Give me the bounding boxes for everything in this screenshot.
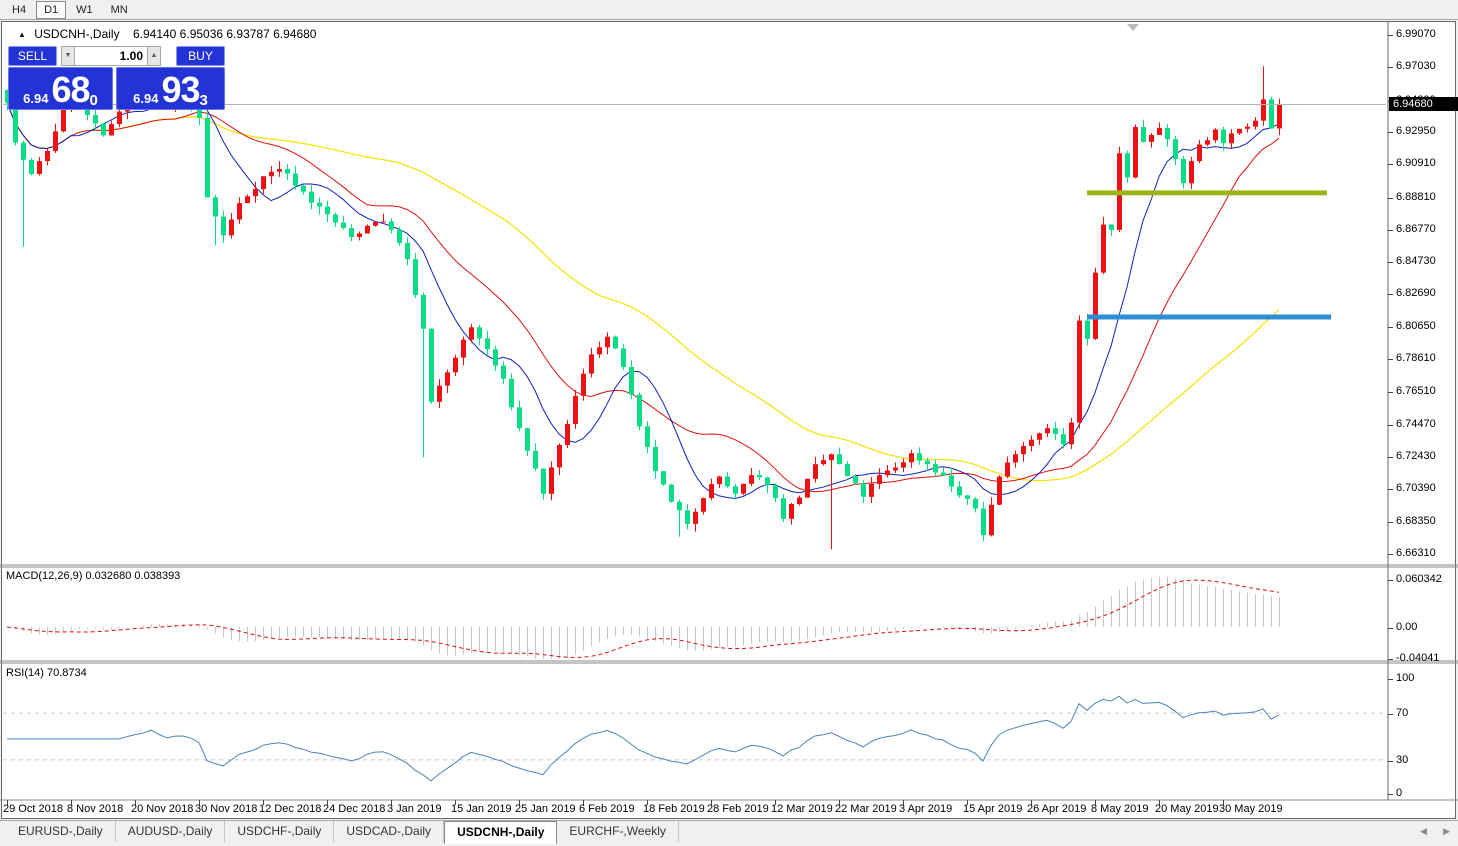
price-tick-label: 6.99070 xyxy=(1396,28,1436,40)
buy-price-sup: 3 xyxy=(199,92,208,109)
date-label: 12 Mar 2019 xyxy=(771,803,833,815)
date-label: 28 Feb 2019 xyxy=(707,803,769,815)
rsi-indicator-label: RSI(14) 70.8734 xyxy=(6,667,87,679)
date-label: 12 Dec 2018 xyxy=(259,803,322,815)
ma-fast-line xyxy=(6,96,1280,500)
horizontal-rays[interactable] xyxy=(1087,190,1331,320)
macd-histogram xyxy=(15,576,1280,659)
rsi-line xyxy=(7,695,1280,782)
price-tick-label: 6.82690 xyxy=(1396,287,1436,299)
price-tick-label: 6.78610 xyxy=(1396,352,1436,364)
scroll-end-marker-icon[interactable] xyxy=(1127,24,1139,31)
macd-signal-line xyxy=(6,579,1280,659)
chart-tab-usdcnh-daily[interactable]: USDCNH-,Daily xyxy=(444,821,558,844)
ma-slow-line xyxy=(6,102,1280,482)
date-label: 26 Apr 2019 xyxy=(1027,803,1087,815)
date-label: 15 Jan 2019 xyxy=(451,803,512,815)
price-tick-label: 6.90910 xyxy=(1396,157,1436,169)
price-tick-label: 6.88810 xyxy=(1396,191,1436,203)
timeframe-button-d1[interactable]: D1 xyxy=(36,0,67,19)
price-tick-label: 6.70390 xyxy=(1396,482,1436,494)
price-tick-label: 6.86770 xyxy=(1396,223,1436,235)
tabs-scroll-right-icon[interactable]: ▶ xyxy=(1443,826,1450,836)
macd-indicator-label: MACD(12,26,9) 0.032680 0.038393 xyxy=(6,570,181,582)
date-label: 8 Nov 2018 xyxy=(67,803,124,815)
ma-mid-line xyxy=(6,102,1280,493)
chart-title: ▲ USDCNH-,Daily 6.94140 6.95036 6.93787 … xyxy=(18,27,316,41)
price-tick-label: 6.72430 xyxy=(1396,450,1436,462)
timeframe-toolbar: H4 D1 W1 MN xyxy=(0,0,1458,20)
rsi-tick-label: 30 xyxy=(1396,754,1409,766)
price-tick-label: 6.97030 xyxy=(1396,60,1436,72)
sell-price-sup: 0 xyxy=(89,92,98,109)
price-tick-label: 6.92950 xyxy=(1396,125,1436,137)
price-tick-label: 6.80650 xyxy=(1396,320,1436,332)
price-tick-label: 6.68350 xyxy=(1396,515,1436,527)
date-label: 8 May 2019 xyxy=(1091,803,1149,815)
rsi-level-lines xyxy=(3,712,1386,761)
date-label: 20 Nov 2018 xyxy=(131,803,194,815)
date-label: 29 Oct 2018 xyxy=(3,803,63,815)
chart-ohlc-values: 6.94140 6.95036 6.93787 6.94680 xyxy=(132,27,317,41)
date-label: 25 Jan 2019 xyxy=(515,803,576,815)
chart-tab-usdcad-daily[interactable]: USDCAD-,Daily xyxy=(334,821,445,842)
chart-tab-audusd-daily[interactable]: AUDUSD-,Daily xyxy=(116,821,226,842)
buy-price-button[interactable]: 6.94 93 3 xyxy=(116,67,225,110)
axis-ticks xyxy=(7,35,1393,805)
date-label: 20 May 2019 xyxy=(1155,803,1219,815)
chart-symbol: USDCNH-,Daily xyxy=(34,27,120,41)
date-label: 15 Apr 2019 xyxy=(963,803,1023,815)
rsi-value: 70.8734 xyxy=(46,667,87,679)
volume-increase-button[interactable]: ▲ xyxy=(147,46,161,66)
timeframe-button-mn[interactable]: MN xyxy=(110,3,128,16)
buy-button[interactable]: BUY xyxy=(176,46,225,66)
volume-decrease-button[interactable]: ▼ xyxy=(61,46,75,66)
date-label: 3 Jan 2019 xyxy=(387,803,442,815)
tabs-scroll-left-icon[interactable]: ◀ xyxy=(1420,826,1428,836)
buy-price-prefix: 6.94 xyxy=(133,91,159,106)
macd-values: 0.032680 0.038393 xyxy=(85,570,181,582)
sell-button[interactable]: SELL xyxy=(8,46,57,66)
candlesticks xyxy=(5,66,1282,550)
date-label: 6 Feb 2019 xyxy=(579,803,635,815)
macd-tick-label: -0.04041 xyxy=(1396,652,1440,664)
chart-tab-eurchf-weekly[interactable]: EURCHF-,Weekly xyxy=(557,821,679,842)
chart-tab-bar: EURUSD-,Daily AUDUSD-,Daily USDCHF-,Daily U… xyxy=(0,820,1458,846)
macd-tick-label: 0.060342 xyxy=(1396,573,1442,585)
rsi-tick-label: 100 xyxy=(1396,672,1415,684)
sell-price-prefix: 6.94 xyxy=(23,91,49,106)
volume-input[interactable] xyxy=(75,46,147,66)
sell-price-button[interactable]: 6.94 68 0 xyxy=(8,67,113,110)
date-label: 30 Nov 2018 xyxy=(195,803,258,815)
collapse-icon[interactable]: ▲ xyxy=(18,30,26,39)
date-label: 30 May 2019 xyxy=(1219,803,1283,815)
macd-tick-label: 0.00 xyxy=(1396,621,1418,633)
chart-frame xyxy=(0,22,1458,801)
date-label: 24 Dec 2018 xyxy=(323,803,386,815)
chart-tab-usdchf-daily[interactable]: USDCHF-,Daily xyxy=(225,821,335,842)
timeframe-button-h4[interactable]: H4 xyxy=(12,3,27,16)
price-tick-label: 6.66310 xyxy=(1396,547,1436,559)
date-label: 18 Feb 2019 xyxy=(643,803,705,815)
price-tick-label: 6.74470 xyxy=(1396,418,1436,430)
price-tick-label: 6.76510 xyxy=(1396,385,1436,397)
current-price-badge: 6.94680 xyxy=(1389,97,1458,111)
rsi-tick-label: 70 xyxy=(1396,707,1409,719)
date-label: 22 Mar 2019 xyxy=(835,803,897,815)
buy-price-big: 93 xyxy=(161,69,200,110)
date-label: 3 Apr 2019 xyxy=(899,803,953,815)
sell-price-big: 68 xyxy=(51,69,90,110)
price-tick-label: 6.84730 xyxy=(1396,255,1436,267)
chart-window xyxy=(1,21,1456,819)
chart-tab-eurusd-daily[interactable]: EURUSD-,Daily xyxy=(6,821,116,842)
rsi-tick-label: 0 xyxy=(1396,787,1403,799)
timeframe-button-w1[interactable]: W1 xyxy=(76,3,93,16)
